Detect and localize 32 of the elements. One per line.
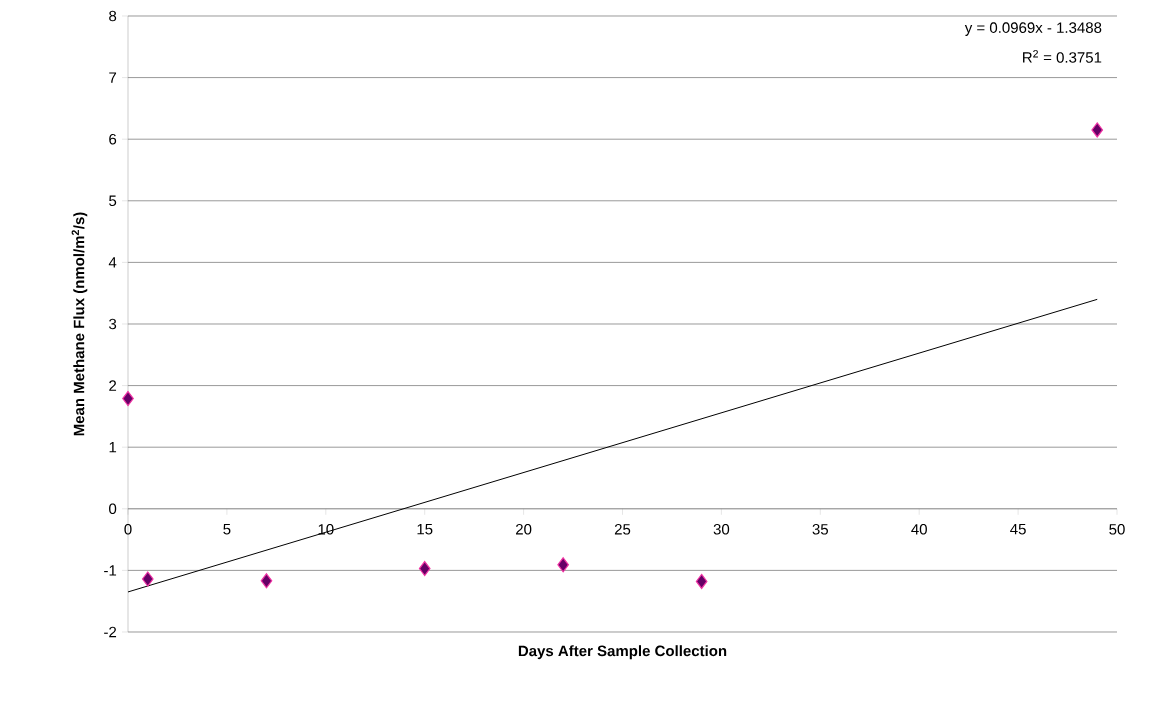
y-tick-label: 8 xyxy=(109,10,117,22)
y-tick-label: 6 xyxy=(109,133,117,145)
x-tick-label: 45 xyxy=(1010,523,1026,535)
y-tick-label: 2 xyxy=(109,380,117,391)
y-tick-label: 5 xyxy=(109,195,117,207)
x-tick-label: 50 xyxy=(1109,523,1125,535)
x-tick-label: 0 xyxy=(124,523,132,535)
x-tick-label: 25 xyxy=(614,523,631,535)
point xyxy=(122,390,134,407)
x-tick-label: 15 xyxy=(417,523,433,535)
y-tick-label: -1 xyxy=(104,565,117,576)
y-tick-label: 7 xyxy=(109,72,117,83)
point xyxy=(557,557,570,573)
y-tick-label: 0 xyxy=(109,503,117,515)
x-tick-label: 30 xyxy=(713,523,730,535)
y-tick-label: 1 xyxy=(109,442,117,453)
x-tick-label: 5 xyxy=(223,523,231,535)
y-axis-title: Mean Methane Flux (nmol/m$^{2}$/s) xyxy=(71,212,88,436)
point xyxy=(1091,122,1104,138)
point xyxy=(418,560,431,577)
y-tick-label: -2 xyxy=(104,626,117,638)
x-tick-label: 40 xyxy=(911,523,927,535)
point xyxy=(695,573,708,590)
x-tick-label: 35 xyxy=(812,523,829,535)
point xyxy=(141,571,154,587)
x-tick-label: 20 xyxy=(516,523,532,535)
point xyxy=(260,573,273,589)
x-axis-title: Days After Sample Collection xyxy=(518,645,727,660)
annotation: R$^{2}$ = 0.3751 xyxy=(1023,50,1102,63)
annotation: y = 0.0969x - 1.3488 xyxy=(964,22,1102,36)
y-tick-label: 4 xyxy=(108,257,117,268)
y-tick-label: 3 xyxy=(109,318,117,330)
